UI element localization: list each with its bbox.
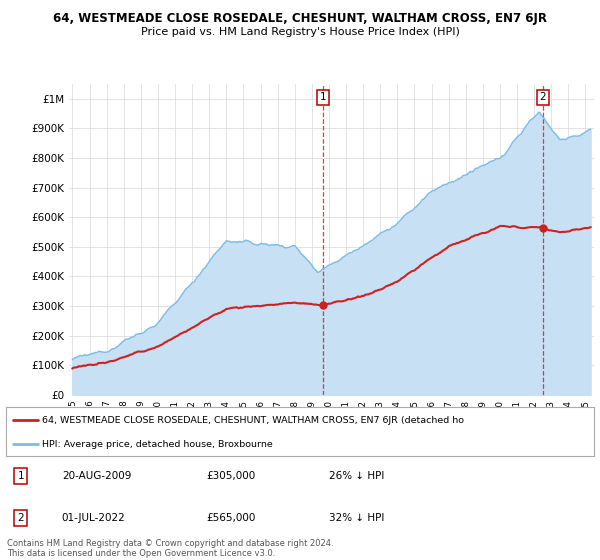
Text: 1: 1 (17, 471, 24, 481)
Text: Price paid vs. HM Land Registry's House Price Index (HPI): Price paid vs. HM Land Registry's House … (140, 27, 460, 37)
Text: 1: 1 (319, 92, 326, 102)
Text: 01-JUL-2022: 01-JUL-2022 (62, 513, 125, 523)
Text: 64, WESTMEADE CLOSE ROSEDALE, CHESHUNT, WALTHAM CROSS, EN7 6JR (detached ho: 64, WESTMEADE CLOSE ROSEDALE, CHESHUNT, … (43, 416, 464, 425)
Text: 2: 2 (539, 92, 546, 102)
Text: HPI: Average price, detached house, Broxbourne: HPI: Average price, detached house, Brox… (43, 440, 273, 449)
Text: 32% ↓ HPI: 32% ↓ HPI (329, 513, 385, 523)
Text: £305,000: £305,000 (206, 471, 255, 481)
Text: 64, WESTMEADE CLOSE ROSEDALE, CHESHUNT, WALTHAM CROSS, EN7 6JR: 64, WESTMEADE CLOSE ROSEDALE, CHESHUNT, … (53, 12, 547, 25)
Text: 2: 2 (17, 513, 24, 523)
Text: £565,000: £565,000 (206, 513, 255, 523)
Text: Contains HM Land Registry data © Crown copyright and database right 2024.
This d: Contains HM Land Registry data © Crown c… (7, 539, 334, 558)
Text: 26% ↓ HPI: 26% ↓ HPI (329, 471, 385, 481)
Text: 20-AUG-2009: 20-AUG-2009 (62, 471, 131, 481)
